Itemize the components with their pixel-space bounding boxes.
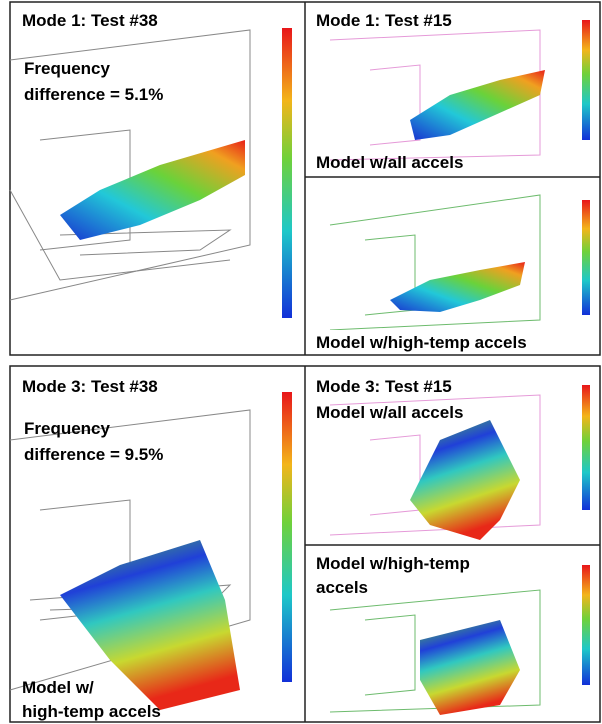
- mode-surface: [60, 540, 240, 710]
- colorbar: [582, 200, 590, 315]
- mode-surface: [410, 70, 545, 140]
- panel-caption: Model w/high-temp: [316, 554, 470, 573]
- colorbar: [582, 385, 590, 510]
- panel-caption: Model w/high-temp accels: [316, 333, 527, 352]
- bottom-group: Mode 3: Test #38 Frequency difference = …: [9, 365, 601, 723]
- wireframe: [9, 29, 251, 301]
- wireframe: [329, 394, 541, 536]
- panel-title: Mode 1: Test #38: [22, 11, 158, 30]
- panel-title: Mode 3: Test #38: [22, 377, 158, 396]
- colorbar: [582, 565, 590, 685]
- panel-note: difference = 5.1%: [24, 85, 163, 104]
- top-group: Mode 1: Test #38 Frequency difference = …: [9, 1, 601, 356]
- panel-title: Mode 3: Test #15: [316, 377, 452, 396]
- panel-caption: Model w/all accels: [316, 403, 463, 422]
- label-bg: [312, 330, 588, 352]
- panel-note: Frequency: [24, 59, 111, 78]
- colorbar: [282, 28, 292, 318]
- panel-caption: accels: [316, 578, 368, 597]
- panel-note: Frequency: [24, 419, 111, 438]
- mode-surface: [420, 620, 520, 715]
- panel-caption: Model w/all accels: [316, 153, 463, 172]
- panel-caption: high-temp accels: [22, 702, 161, 721]
- panel-title: Mode 1: Test #15: [316, 11, 452, 30]
- colorbar: [582, 20, 590, 140]
- wireframe: [329, 589, 541, 713]
- colorbar: [282, 392, 292, 682]
- mode-surface: [390, 262, 525, 312]
- wireframe: [329, 194, 541, 331]
- mode-surface: [410, 420, 520, 540]
- mode-surface: [60, 140, 245, 240]
- panel-caption: Model w/: [22, 678, 94, 697]
- panel-note: difference = 9.5%: [24, 445, 163, 464]
